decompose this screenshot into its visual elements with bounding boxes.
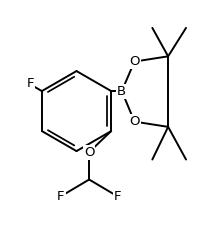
Text: B: B — [117, 85, 126, 98]
Text: F: F — [114, 190, 121, 203]
Text: O: O — [129, 55, 140, 68]
Text: F: F — [26, 77, 34, 90]
Text: O: O — [84, 146, 94, 159]
Text: F: F — [57, 190, 64, 203]
Text: O: O — [129, 115, 140, 128]
